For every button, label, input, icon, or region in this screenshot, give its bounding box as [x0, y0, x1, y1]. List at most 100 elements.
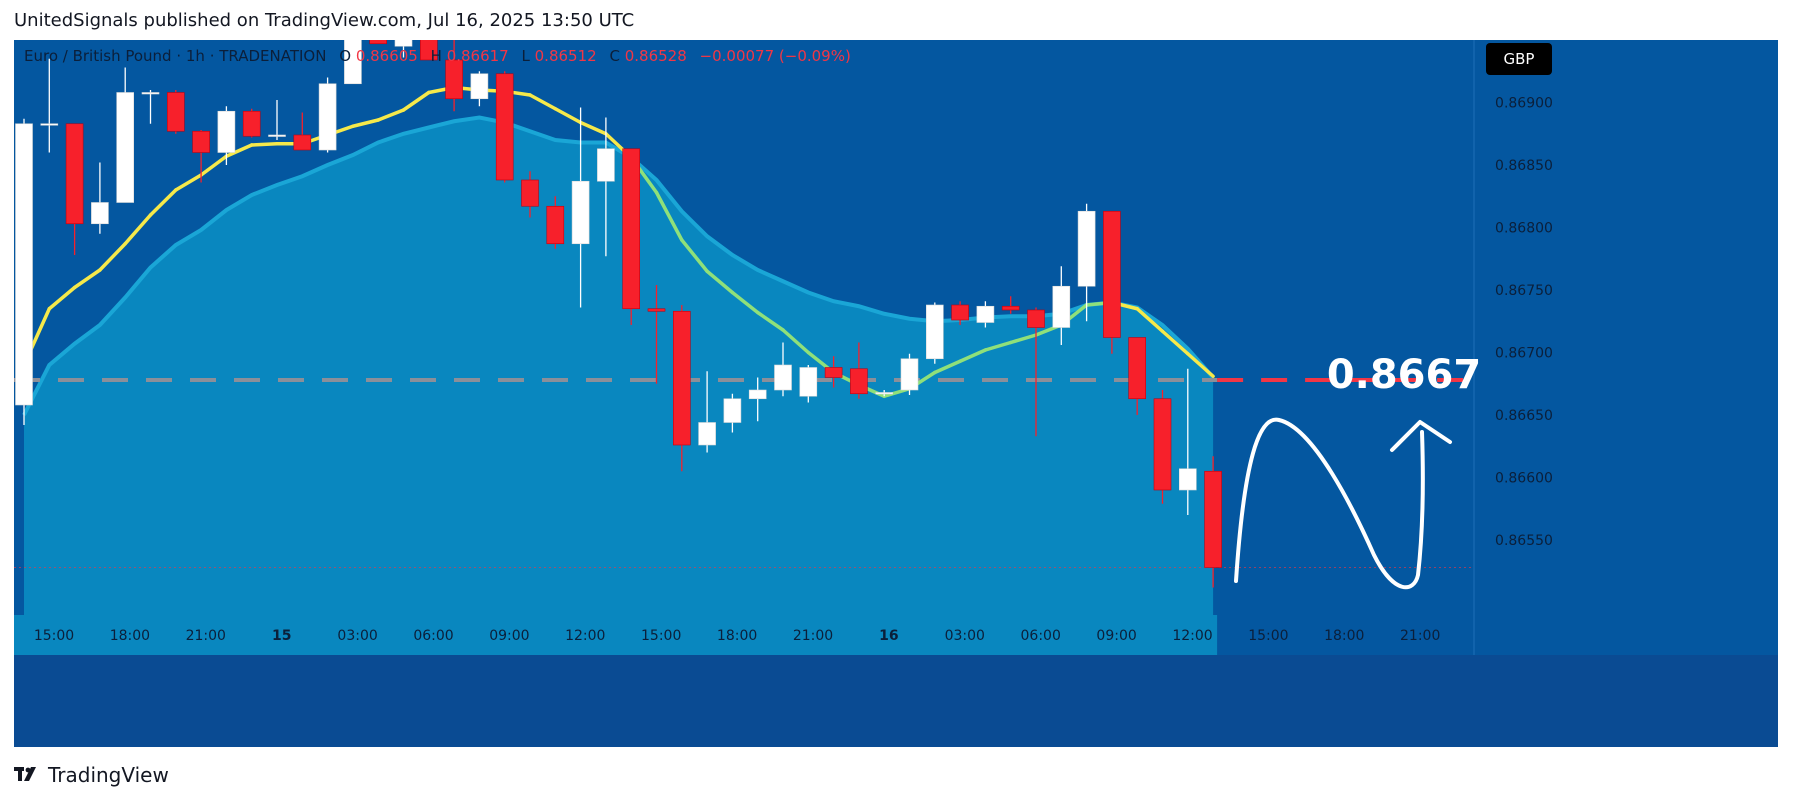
candle-body [799, 367, 818, 397]
ema-segment [1008, 333, 1038, 345]
candle-body [976, 305, 995, 323]
candle-body [192, 130, 210, 153]
legend-change: −0.00077 (−0.09%) [700, 47, 851, 65]
candle-body [850, 368, 868, 395]
candle-body [1128, 337, 1146, 400]
ema-segment [1186, 352, 1215, 378]
y-tick-label: 0.86850 [1495, 158, 1553, 174]
candle-body [1052, 285, 1071, 328]
x-tick-label: 12:00 [1172, 628, 1212, 644]
legend-c-label: C [609, 47, 619, 65]
ema-cloud-edge [22, 115, 1215, 416]
candle-body [521, 179, 539, 207]
x-tick-label: 06:00 [1021, 628, 1061, 644]
x-tick-label: 15:00 [1248, 628, 1288, 644]
x-tick-label: 18:00 [1324, 628, 1364, 644]
y-tick-label: 0.86650 [1495, 408, 1553, 424]
ema-segment [578, 120, 608, 136]
ema-segment [680, 238, 709, 273]
ema-segment [755, 310, 785, 332]
x-tick-label: 12:00 [565, 628, 605, 644]
tradingview-logo-icon [14, 767, 36, 781]
x-tick-label: 15 [272, 628, 291, 644]
candle-body [217, 110, 236, 153]
candle-body [824, 367, 843, 378]
candle-body [1179, 468, 1197, 491]
candle-body [1001, 305, 1020, 311]
x-tick-label: 21:00 [793, 628, 833, 644]
candle-body [1027, 309, 1045, 328]
candle-body [318, 83, 337, 151]
ema-segment [1135, 307, 1165, 333]
price-axis[interactable]: 0.86550 0.86600 0.86650 0.86700 0.86750 0.868… [1473, 40, 1778, 655]
candle-layer [15, 5, 1222, 588]
time-axis[interactable]: 15:00 18:00 21:00 15 03:00 06:00 09:00 12:00 15:… [14, 615, 1474, 655]
legend-l-label: L [522, 47, 531, 65]
x-tick-label: 18:00 [717, 628, 757, 644]
candle-body [723, 398, 742, 423]
x-tick-label: 09:00 [489, 628, 529, 644]
footer: TradingView [14, 762, 169, 788]
forecast-arrow-head [1390, 420, 1452, 452]
x-tick-label: 15:00 [641, 628, 681, 644]
candle-body [546, 205, 565, 245]
x-tick-label: 06:00 [413, 628, 453, 644]
price-axis-bg [1474, 40, 1778, 655]
y-tick-label: 0.86800 [1495, 221, 1553, 237]
candle-body [748, 389, 767, 400]
candle-body [15, 123, 33, 406]
candle-body [1103, 210, 1121, 338]
tradingview-brand: TradingView [48, 763, 169, 787]
ema-segment [1160, 329, 1190, 356]
ema-segment [123, 213, 153, 246]
y-tick-label: 0.86600 [1495, 471, 1553, 487]
drawing-layer [1234, 417, 1452, 590]
price-chart[interactable]: 0.866780.8652809:57 0.865500.866000.8665… [14, 5, 1778, 747]
legend-o-label: O [339, 47, 351, 65]
candle-body [167, 92, 185, 132]
candle-body [40, 123, 59, 126]
currency-badge[interactable] [1486, 43, 1552, 75]
publish-header: UnitedSignals published on TradingView.c… [14, 10, 635, 31]
candle-body [268, 134, 286, 137]
ema-segment [781, 328, 811, 355]
ema-segment [933, 359, 962, 375]
candle-body [571, 180, 590, 245]
x-tick-label: 21:00 [186, 628, 226, 644]
ema-segment [72, 268, 102, 290]
candle-body [91, 202, 109, 225]
currency-label: GBP [1504, 50, 1535, 68]
ema-segment [958, 348, 988, 363]
candle-body [495, 73, 514, 181]
cloud-layer [14, 115, 1218, 655]
legend-h-value: 0.86617 [447, 47, 509, 65]
candle-body [774, 364, 792, 391]
candle-body [369, 24, 388, 45]
x-tick-label: 03:00 [945, 628, 985, 644]
candle-body [445, 59, 463, 100]
y-tick-label: 0.86900 [1495, 96, 1553, 112]
legend: Euro / British Pound · 1h · TRADENATION … [24, 47, 851, 65]
ema-segment [47, 285, 77, 311]
candle-body [470, 73, 489, 100]
candle-body [293, 134, 312, 151]
x-tick-label: 09:00 [1096, 628, 1136, 644]
x-tick-label: 15:00 [34, 628, 74, 644]
ema-segment [401, 90, 431, 112]
y-tick-label: 0.86700 [1495, 346, 1553, 362]
candle-body [698, 422, 716, 446]
x-tick-label: 16 [879, 628, 898, 644]
candle-body [116, 92, 134, 203]
chart-container[interactable]: 0.866780.8652809:57 0.865500.866000.8665… [14, 5, 1778, 747]
legend-l-value: 0.86512 [535, 47, 597, 65]
candle-body [141, 92, 160, 95]
ema-segment [705, 269, 735, 295]
ema-segment [730, 290, 760, 315]
candle-body [622, 148, 641, 310]
ema-segment [224, 143, 254, 158]
candle-body [900, 358, 919, 391]
ema-segment [249, 142, 279, 147]
ema-segment [199, 154, 229, 177]
ema-segment [654, 190, 684, 242]
legend-h-label: H [431, 47, 442, 65]
